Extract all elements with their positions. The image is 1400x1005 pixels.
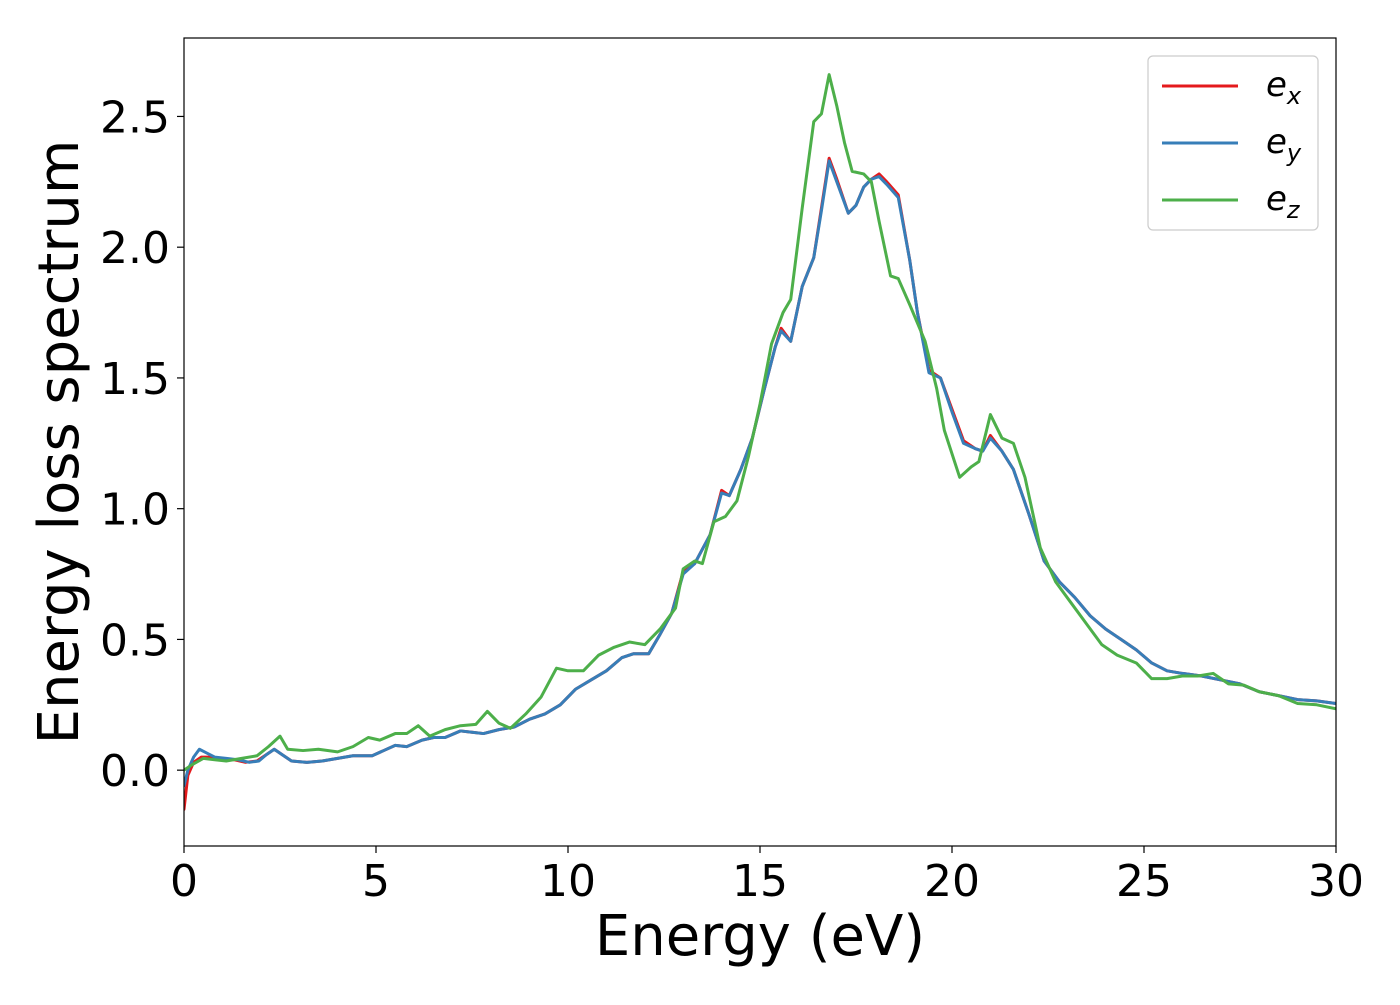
x-tick-label: 15 [732,856,788,907]
y-tick-label: 1.5 [100,354,170,405]
series-layer [184,73,1336,811]
y-tick-label: 0.0 [100,746,170,797]
legend-label-subscript: x [1286,82,1302,110]
series-line-y [184,159,1336,788]
y-tick-label: 1.0 [100,485,170,536]
x-tick-label: 5 [362,856,390,907]
x-tick-label: 25 [1116,856,1172,907]
series-line-z [184,73,1336,772]
legend-label-subscript: z [1286,196,1301,224]
y-axis-ticks: 0.0 0.5 1.0 1.5 2.0 2.5 [100,92,184,797]
legend-label-base: e [1266,65,1287,105]
x-axis-title: Energy (eV) [595,904,925,969]
y-tick-label: 2.0 [100,223,170,274]
x-tick-label: 20 [924,856,980,907]
y-tick-label: 0.5 [100,615,170,666]
legend-label-base: e [1266,122,1287,162]
y-tick-label: 2.5 [100,92,170,143]
legend-label-z: ez [1266,179,1301,224]
x-axis-ticks: 0 5 10 15 20 25 30 [170,846,1364,907]
x-tick-label: 10 [540,856,596,907]
legend-label-x: ex [1266,65,1302,110]
x-tick-label: 30 [1308,856,1364,907]
x-tick-label: 0 [170,856,198,907]
legend-label-subscript: y [1286,139,1302,167]
legend-label-y: ey [1266,122,1302,167]
series-line-x [184,156,1336,811]
legend-label-base: e [1266,179,1287,219]
y-axis-title: Energy loss spectrum [27,140,92,745]
